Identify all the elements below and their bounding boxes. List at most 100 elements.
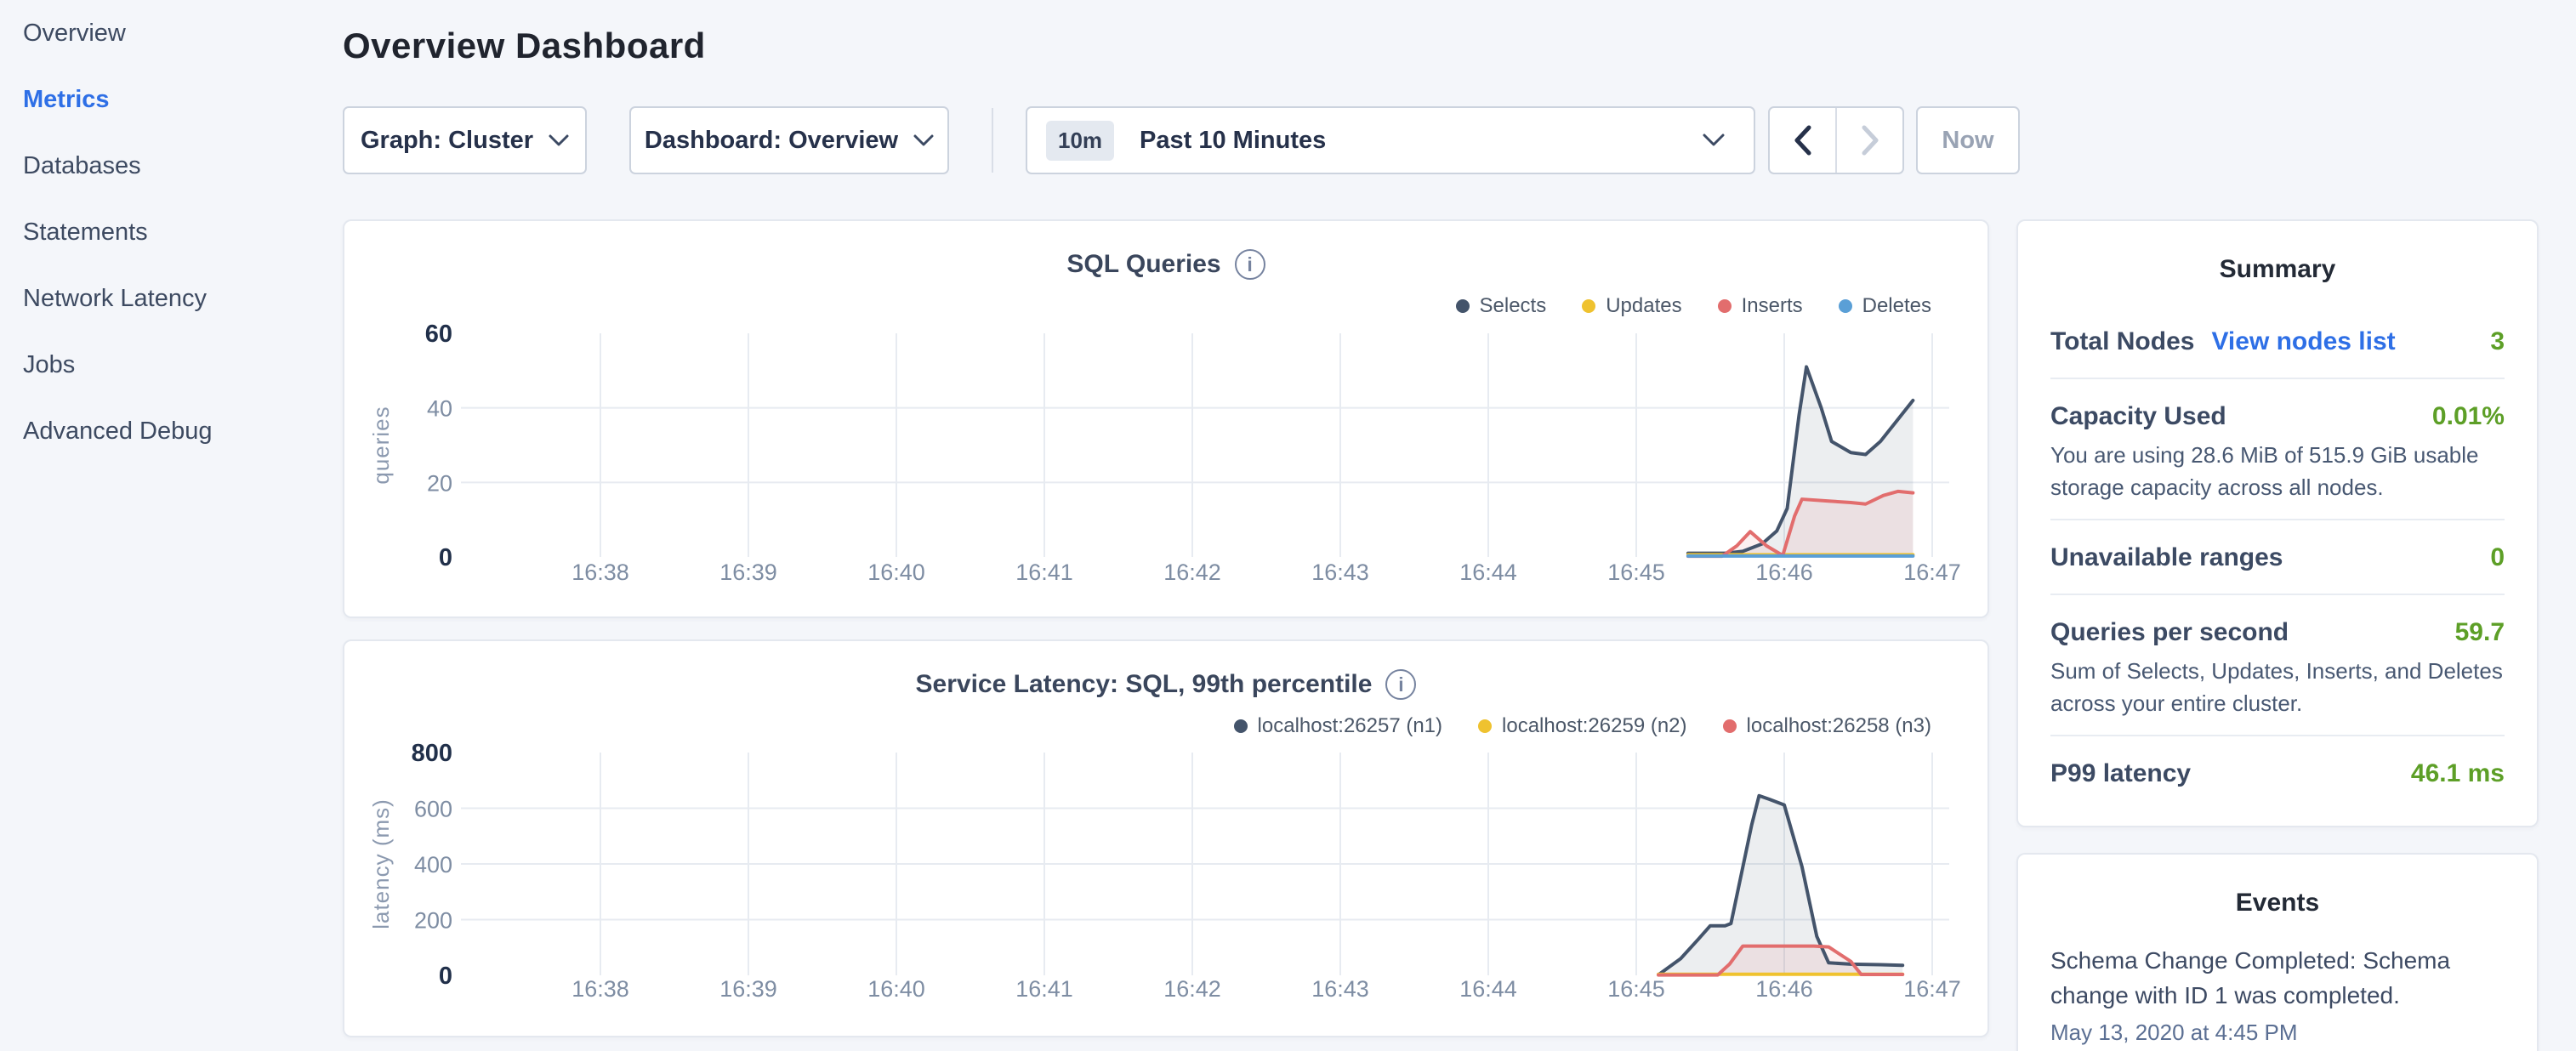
legend-item: Deletes	[1838, 294, 1931, 318]
sidebar-item-metrics[interactable]: Metrics	[23, 85, 110, 113]
legend-label: localhost:26258 (n3)	[1746, 714, 1931, 737]
svg-text:16:43: 16:43	[1311, 560, 1369, 585]
svg-text:0: 0	[439, 963, 452, 990]
summary-panel: Summary Total Nodes View nodes list 3 Capac…	[2016, 219, 2539, 827]
legend-item: localhost:26257 (n1)	[1233, 714, 1443, 738]
summary-divider	[2050, 594, 2505, 595]
legend-label: localhost:26259 (n2)	[1502, 714, 1687, 737]
summary-row-label: P99 latency	[2050, 759, 2192, 787]
summary-row-left: Unavailable ranges	[2050, 543, 2283, 572]
summary-row-value: 59.7	[2454, 618, 2505, 646]
event-message: Schema Change Completed: Schema change w…	[2050, 947, 2451, 1008]
chart-plot-service-latency-sql-99th-percentile[interactable]: 0 200 400 600 800 16:38 16:39 16:40 16:41 16:42 16…	[344, 641, 1991, 1039]
legend-dot	[1717, 299, 1732, 313]
summary-row-left: Capacity Used	[2050, 402, 2226, 431]
svg-text:latency (ms): latency (ms)	[368, 798, 394, 929]
time-range-label: Past 10 Minutes	[1140, 126, 1327, 154]
summary-row-left: Total Nodes View nodes list	[2050, 327, 2396, 356]
summary-row-value: 0.01%	[2431, 402, 2505, 430]
svg-text:800: 800	[412, 740, 452, 767]
legend-label: Deletes	[1862, 294, 1931, 317]
chart-legend: localhost:26257 (n1) localhost:26259 (n2)…	[1233, 714, 1931, 738]
summary-row-description: You are using 28.6 MiB of 515.9 GiB usab…	[2050, 442, 2479, 500]
chart-title-service-latency-sql-99th-percentile: Service Latency: SQL, 99th percentile	[915, 670, 1373, 698]
sidebar-nav: Overview Metrics Databases Statements Networ…	[0, 0, 343, 1051]
legend-dot	[1838, 299, 1852, 313]
svg-text:16:46: 16:46	[1755, 976, 1813, 1002]
chart-title-row: SQL Queries i	[344, 249, 1987, 280]
chart-title-row: Service Latency: SQL, 99th percentile i	[344, 669, 1987, 700]
chevron-right-icon	[1861, 125, 1879, 156]
legend-item: Inserts	[1717, 294, 1803, 318]
legend-label: Selects	[1479, 294, 1547, 317]
summary-divider	[2050, 378, 2505, 379]
svg-text:16:45: 16:45	[1607, 560, 1665, 585]
toolbar-divider	[992, 108, 993, 173]
svg-text:queries: queries	[368, 406, 394, 484]
info-icon[interactable]: i	[1385, 669, 1417, 700]
chart-plot-sql-queries[interactable]: 0 20 40 60 16:38 16:39 16:40 16:41 16:42 16:43 16:…	[344, 221, 1991, 620]
svg-text:16:40: 16:40	[867, 560, 925, 585]
summary-row: Queries per second 59.7	[2050, 595, 2505, 668]
svg-text:16:41: 16:41	[1015, 976, 1073, 1002]
service-latency-chart-card: Service Latency: SQL, 99th percentile i lo…	[343, 639, 1989, 1037]
event-item[interactable]: Schema Change Completed: Schema change w…	[2050, 943, 2505, 1046]
time-range-badge: 10m	[1046, 120, 1115, 161]
svg-text:16:38: 16:38	[571, 560, 629, 585]
summary-row-value: 3	[2490, 327, 2505, 355]
graph-dropdown-label: Graph: Cluster	[360, 126, 534, 154]
legend-dot	[1582, 299, 1596, 313]
sidebar-item-network-latency[interactable]: Network Latency	[23, 284, 207, 312]
summary-row-left: P99 latency	[2050, 759, 2191, 788]
sidebar-item-databases[interactable]: Databases	[23, 151, 141, 179]
chevron-down-icon	[549, 134, 569, 147]
time-range-selector[interactable]: 10m Past 10 Minutes	[1026, 106, 1755, 174]
legend-item: localhost:26259 (n2)	[1478, 714, 1687, 738]
events-title: Events	[2235, 889, 2320, 917]
time-step-buttons	[1768, 106, 1904, 174]
chart-title-sql-queries: SQL Queries	[1066, 250, 1221, 278]
chevron-left-icon	[1794, 125, 1812, 156]
sidebar-item-advanced-debug[interactable]: Advanced Debug	[23, 417, 213, 445]
graph-dropdown[interactable]: Graph: Cluster	[343, 106, 587, 174]
now-button-label: Now	[1942, 126, 1994, 154]
dashboard-dropdown-label: Dashboard: Overview	[644, 126, 899, 154]
sidebar-item-overview[interactable]: Overview	[23, 19, 126, 47]
view-nodes-list-link[interactable]: View nodes list	[2211, 327, 2396, 355]
svg-text:200: 200	[414, 908, 452, 934]
sql-queries-chart-card: SQL Queries i Selects Updates Inserts Deletes…	[343, 219, 1989, 618]
svg-text:600: 600	[414, 797, 452, 822]
svg-text:16:45: 16:45	[1607, 976, 1665, 1002]
sidebar-item-jobs[interactable]: Jobs	[23, 350, 76, 378]
legend-dot	[1455, 299, 1470, 313]
summary-row-left: Queries per second	[2050, 618, 2289, 647]
info-icon[interactable]: i	[1234, 249, 1265, 280]
dashboard-dropdown[interactable]: Dashboard: Overview	[629, 106, 949, 174]
summary-row-label: Queries per second	[2050, 618, 2289, 646]
svg-text:0: 0	[439, 544, 452, 571]
legend-label: localhost:26257 (n1)	[1257, 714, 1443, 737]
svg-text:16:43: 16:43	[1311, 976, 1369, 1002]
svg-text:16:44: 16:44	[1459, 560, 1517, 585]
summary-title: Summary	[2219, 255, 2336, 283]
prev-time-button[interactable]	[1770, 108, 1837, 173]
legend-label: Updates	[1606, 294, 1682, 317]
svg-text:20: 20	[427, 470, 452, 496]
svg-text:60: 60	[425, 321, 452, 348]
next-time-button[interactable]	[1837, 108, 1902, 173]
svg-text:16:39: 16:39	[719, 976, 777, 1002]
summary-row-label: Capacity Used	[2050, 402, 2226, 430]
chart-legend: Selects Updates Inserts Deletes	[1455, 294, 1931, 318]
summary-divider	[2050, 735, 2505, 736]
now-button[interactable]: Now	[1916, 106, 2020, 174]
summary-row-label: Total Nodes	[2050, 327, 2195, 355]
legend-item: Selects	[1455, 294, 1547, 318]
svg-text:16:40: 16:40	[867, 976, 925, 1002]
summary-row: P99 latency 46.1 ms	[2050, 736, 2505, 810]
sidebar-item-statements[interactable]: Statements	[23, 218, 148, 246]
events-panel: Events Schema Change Completed: Schema c…	[2016, 853, 2539, 1051]
svg-text:16:38: 16:38	[571, 976, 629, 1002]
chevron-down-icon	[1703, 134, 1725, 147]
chevron-down-icon	[913, 134, 934, 147]
svg-text:16:46: 16:46	[1755, 560, 1813, 585]
